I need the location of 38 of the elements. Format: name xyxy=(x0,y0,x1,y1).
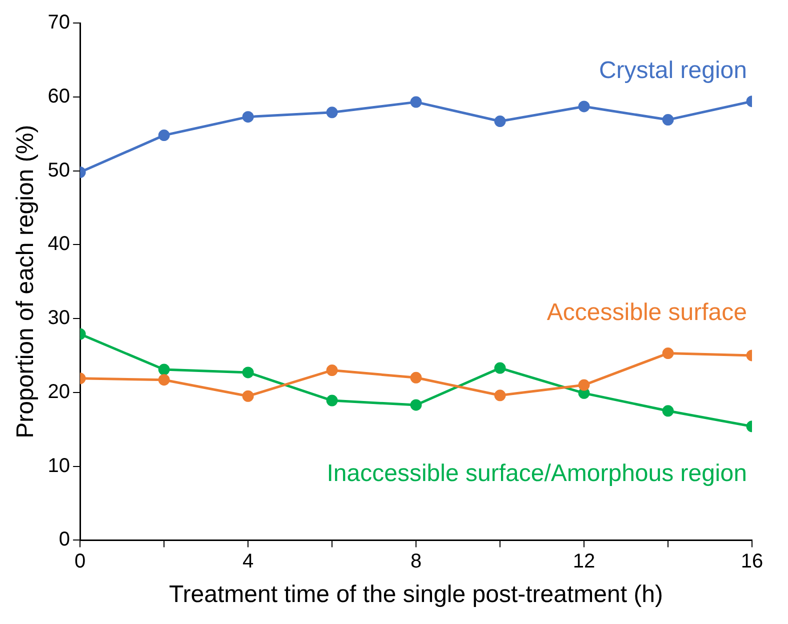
point xyxy=(242,111,254,123)
x-tick-label: 12 xyxy=(572,550,596,573)
point xyxy=(242,366,254,378)
point xyxy=(326,364,338,376)
point xyxy=(158,364,170,376)
point xyxy=(326,394,338,406)
y-tick-label: 0 xyxy=(58,528,70,551)
point xyxy=(242,390,254,402)
point xyxy=(662,405,674,417)
point xyxy=(662,348,674,360)
y-tick-label: 50 xyxy=(48,159,70,182)
point xyxy=(326,106,338,118)
point xyxy=(410,96,422,108)
point xyxy=(494,390,506,402)
x-tick-label: 4 xyxy=(242,550,254,573)
point xyxy=(410,372,422,384)
point xyxy=(578,100,590,112)
series-label: Accessible surface xyxy=(546,299,747,326)
series-label: Inaccessible surface/Amorphous region xyxy=(326,460,747,488)
point xyxy=(494,116,506,128)
point xyxy=(410,399,422,411)
y-tick-label: 70 xyxy=(48,12,70,34)
y-tick-label: 10 xyxy=(48,454,70,477)
x-tick-label: 8 xyxy=(410,550,422,573)
x-tick-label: 0 xyxy=(74,550,86,573)
x-axis-title: Treatment time of the single post-treatment (h) xyxy=(169,581,664,608)
series-label: Crystal region xyxy=(598,56,747,84)
point xyxy=(662,114,674,126)
y-tick-label: 40 xyxy=(48,233,70,256)
y-tick-label: 20 xyxy=(48,380,70,403)
point xyxy=(494,362,506,374)
x-tick-label: 16 xyxy=(740,550,764,573)
y-tick-label: 60 xyxy=(48,85,70,108)
point xyxy=(158,130,170,142)
point xyxy=(158,374,170,386)
y-tick-label: 30 xyxy=(48,307,70,330)
point xyxy=(578,379,590,391)
y-axis-title: Proportion of each region (%) xyxy=(12,124,40,438)
